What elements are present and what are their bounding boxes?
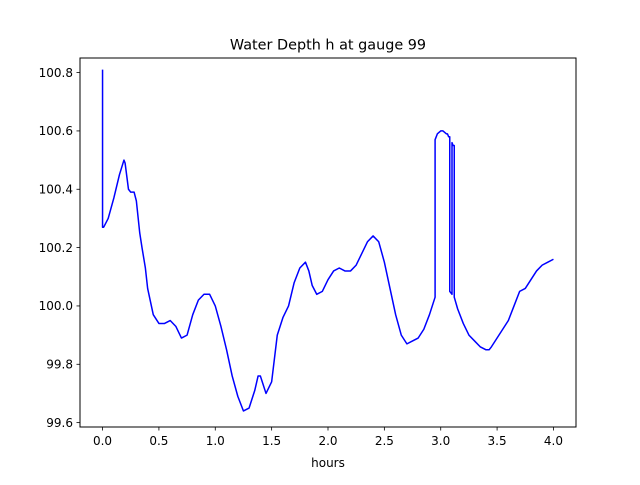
y-tick-label: 100.8 [39, 66, 73, 80]
x-tick-label: 3.0 [431, 434, 450, 448]
series-line-0 [101, 69, 554, 412]
x-axis-ticks: 0.0 0.5 1.0 1.5 2.0 2.5 3.0 3.5 4.0 [93, 427, 563, 448]
y-axis-ticks: 99.6 99.8 100.0 100.2 100.4 100.6 100.8 [39, 66, 80, 430]
y-tick-label: 100.6 [39, 124, 73, 138]
x-tick-label: 3.5 [488, 434, 507, 448]
x-tick-label: 2.5 [375, 434, 394, 448]
x-tick-label: 1.5 [262, 434, 281, 448]
x-tick-label: 4.0 [544, 434, 563, 448]
y-tick-label: 99.8 [46, 357, 73, 371]
y-tick-label: 100.0 [39, 299, 73, 313]
y-tick-label: 100.4 [39, 182, 73, 196]
x-tick-label: 0.0 [93, 434, 112, 448]
chart-title: Water Depth h at gauge 99 [230, 38, 426, 54]
x-tick-label: 0.5 [149, 434, 168, 448]
plot-area [101, 69, 554, 412]
y-tick-label: 100.2 [39, 241, 73, 255]
x-tick-label: 2.0 [318, 434, 337, 448]
axes-frame [79, 57, 577, 428]
x-axis-label: hours [311, 456, 345, 470]
y-tick-label: 99.6 [46, 416, 73, 430]
x-tick-label: 1.0 [206, 434, 225, 448]
